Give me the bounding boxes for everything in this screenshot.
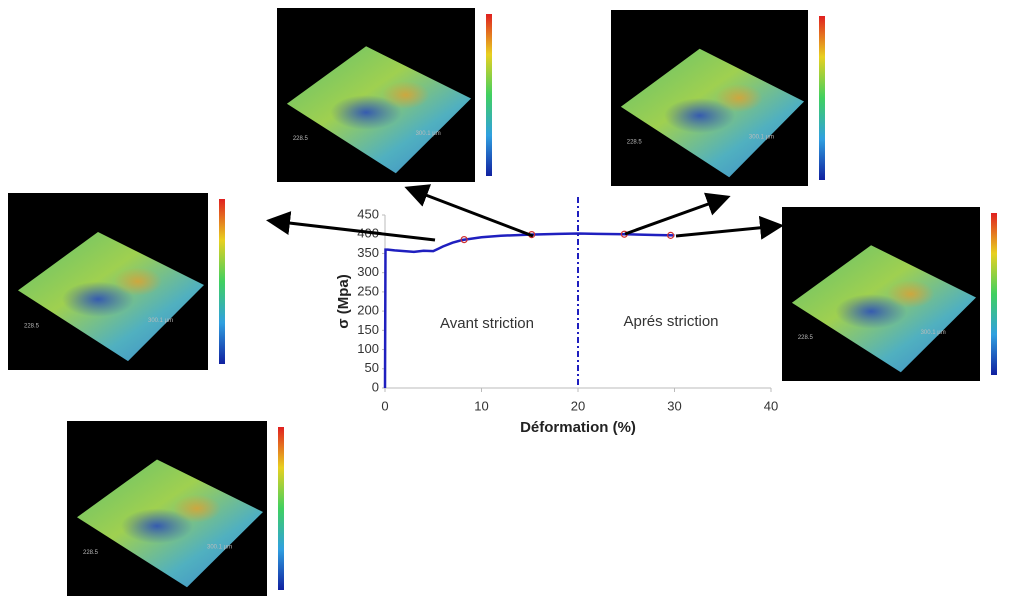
topography-image: 228.5 300.1 µm [611,10,825,186]
image-label: 300.1 µm [749,134,774,140]
colorbar [278,427,284,590]
x-tick-label: 40 [764,398,778,413]
image-label: 228.5 [798,335,814,341]
y-tick-label: 150 [357,322,379,337]
x-axis-label: Déformation (%) [520,419,636,436]
colorbar [219,199,225,364]
y-tick-label: 0 [372,379,379,394]
surface-texture [114,267,162,296]
annotation: Aprés striction [623,313,718,330]
y-tick-label: 300 [357,264,379,279]
x-tick-label: 20 [571,398,585,413]
surface-texture [381,81,430,109]
colorbar [486,14,492,176]
y-tick-label: 450 [357,206,379,221]
surface-texture [886,280,935,308]
topography-image: 228.5 300.1 µm [8,193,225,370]
image-label: 300.1 µm [207,545,232,551]
surface-texture [664,98,736,134]
y-axis-label: σ (Mpa) [335,274,352,328]
data-line [383,232,675,389]
data-point [460,236,468,244]
surface-texture [715,83,763,113]
image-label: 228.5 [24,323,40,329]
x-tick-label: 0 [381,398,388,413]
image-label: 300.1 µm [921,330,946,336]
surface-texture [330,95,402,130]
surface-texture [121,508,193,544]
image-label: 300.1 µm [416,131,441,137]
image-label: 228.5 [293,136,309,142]
image-label: 228.5 [83,550,99,556]
surface-texture [173,494,221,523]
arrow [624,192,731,236]
y-tick-label: 350 [357,245,379,260]
image-label: 300.1 µm [148,318,173,324]
topography-image: 228.5 300.1 µm [67,421,284,596]
data-point [667,231,675,239]
y-tick-label: 200 [357,303,379,318]
arrow [266,211,436,242]
surface-texture [835,294,907,329]
topography-image: 228.5 300.1 µm [782,207,997,381]
annotation: Avant striction [440,315,534,332]
arrow [675,215,784,240]
x-tick-label: 30 [667,398,681,413]
colorbar [819,16,825,180]
arrow [404,184,534,238]
y-tick-label: 50 [365,360,379,375]
y-tick-label: 250 [357,283,379,298]
arrows [266,184,784,242]
x-tick-label: 10 [474,398,488,413]
image-label: 228.5 [627,140,643,146]
surface-texture [62,281,134,317]
colorbar [991,213,997,375]
topography-image: 228.5 300.1 µm [277,8,492,182]
y-tick-label: 100 [357,341,379,356]
